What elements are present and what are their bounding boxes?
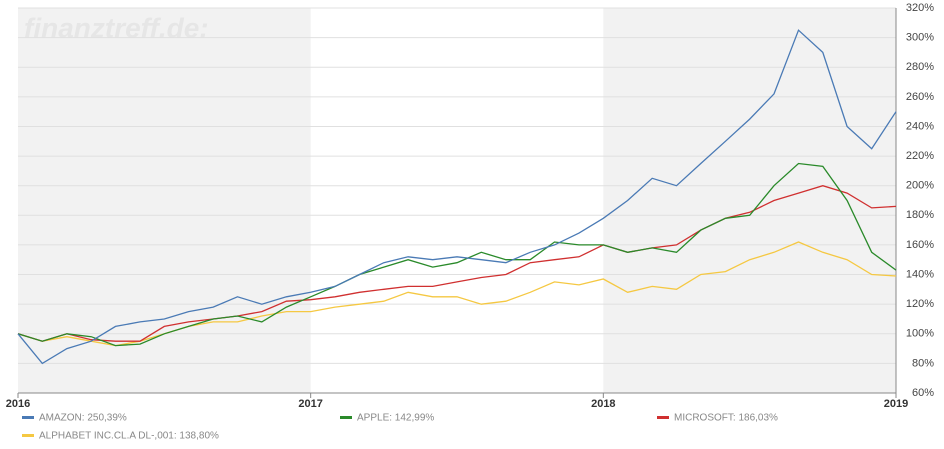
legend-swatch xyxy=(340,416,352,419)
legend-label: APPLE: 142,99% xyxy=(357,413,434,424)
y-tick-label: 180% xyxy=(906,209,934,221)
y-tick-label: 60% xyxy=(912,387,934,399)
legend-label: ALPHABET INC.CL.A DL-,001: 138,80% xyxy=(39,431,219,442)
watermark: finanztreff.de: xyxy=(24,12,209,43)
legend-label: MICROSOFT: 186,03% xyxy=(674,413,778,424)
x-tick-label: 2019 xyxy=(884,398,908,410)
year-band xyxy=(603,8,896,393)
y-tick-label: 220% xyxy=(906,150,934,162)
series-line xyxy=(17,185,897,342)
y-tick-label: 300% xyxy=(906,32,934,44)
y-tick-label: 80% xyxy=(912,357,934,369)
legend-swatch xyxy=(22,434,34,437)
year-band xyxy=(18,8,311,393)
y-tick-label: 320% xyxy=(906,2,934,14)
y-tick-label: 140% xyxy=(906,268,934,280)
x-tick-label: 2017 xyxy=(298,398,322,410)
y-tick-label: 200% xyxy=(906,180,934,192)
legend-swatch xyxy=(22,416,34,419)
y-tick-label: 100% xyxy=(906,328,934,340)
y-tick-label: 280% xyxy=(906,61,934,73)
series-line xyxy=(17,29,897,365)
y-tick-label: 240% xyxy=(906,120,934,132)
y-tick-label: 160% xyxy=(906,239,934,251)
series-line xyxy=(17,162,897,347)
x-tick-label: 2016 xyxy=(6,398,30,410)
y-tick-label: 260% xyxy=(906,91,934,103)
legend-swatch xyxy=(657,416,669,419)
y-tick-label: 120% xyxy=(906,298,934,310)
legend-label: AMAZON: 250,39% xyxy=(39,413,127,424)
x-tick-label: 2018 xyxy=(591,398,615,410)
